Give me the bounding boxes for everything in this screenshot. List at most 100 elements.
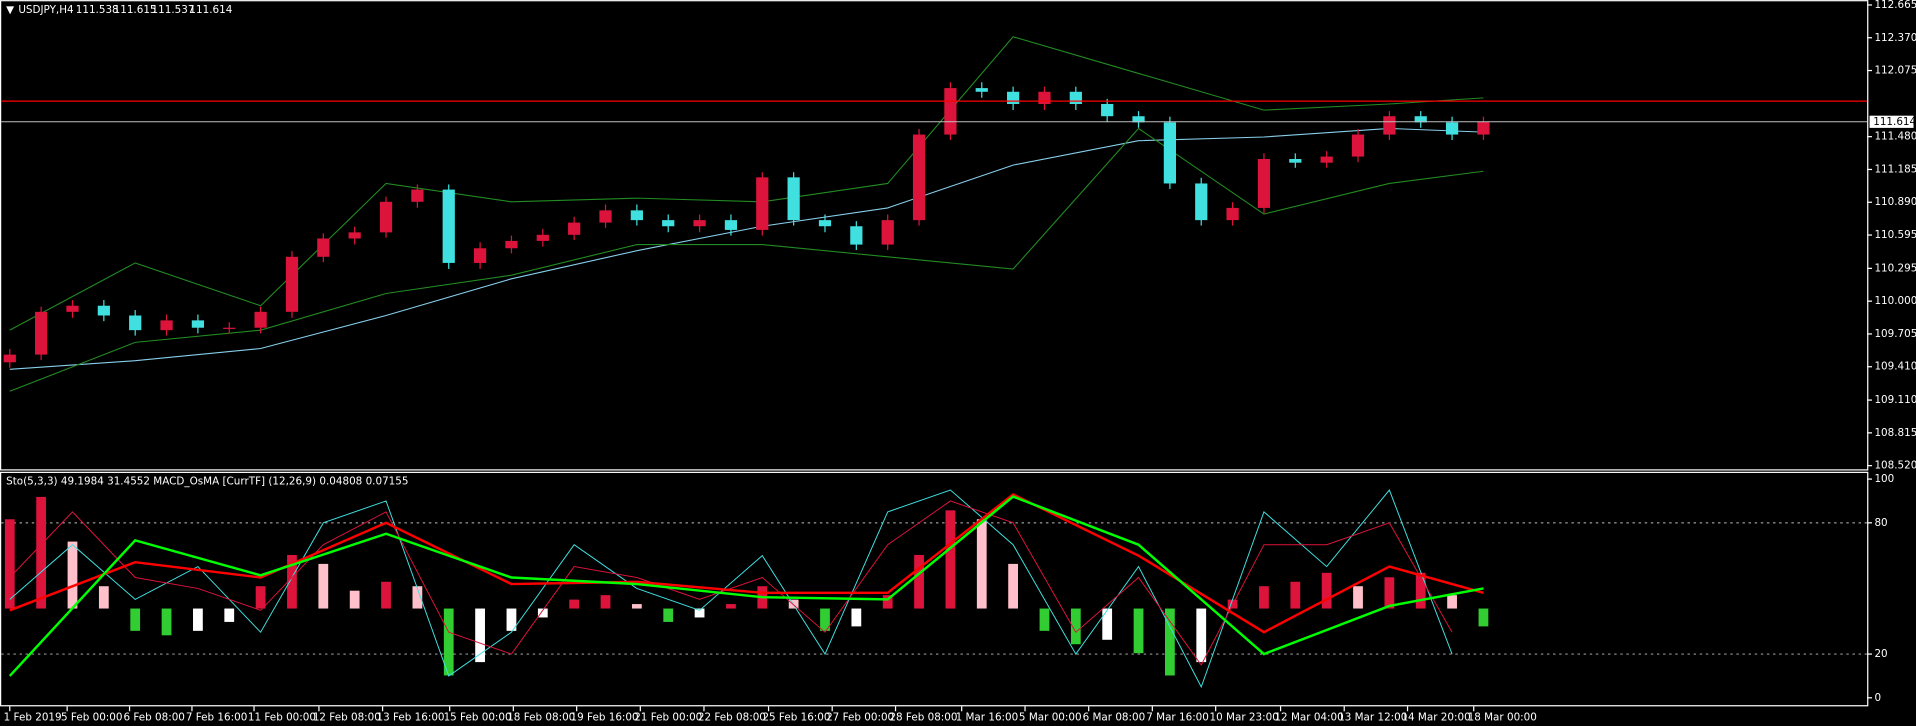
x-tick-label: 13 Feb 16:00 bbox=[376, 711, 444, 723]
x-tick-label: 28 Feb 08:00 bbox=[889, 711, 957, 723]
histogram-bar bbox=[569, 599, 580, 609]
candle-body bbox=[1132, 116, 1145, 123]
histogram-bar bbox=[255, 586, 266, 609]
candle-body bbox=[317, 238, 330, 257]
candle-body bbox=[1101, 103, 1114, 117]
candle-body bbox=[818, 220, 832, 227]
histogram-bar bbox=[1321, 572, 1332, 609]
candle-body bbox=[756, 177, 769, 230]
symbol-title: USDJPY,H4 bbox=[18, 4, 74, 16]
candle-body bbox=[1414, 116, 1427, 123]
x-tick-label: 25 Feb 16:00 bbox=[762, 711, 830, 723]
histogram-bar bbox=[1196, 608, 1207, 663]
x-tick-label: 13 Mar 12:00 bbox=[1338, 711, 1407, 723]
histogram-bar bbox=[976, 519, 987, 609]
histogram-bar bbox=[1447, 595, 1457, 609]
price-box bbox=[1869, 115, 1914, 128]
y-tick-label: 0 bbox=[1874, 692, 1881, 704]
candle-body bbox=[1038, 91, 1051, 104]
histogram-bar bbox=[36, 496, 47, 609]
x-tick-label: 22 Feb 08:00 bbox=[698, 711, 766, 723]
x-tick-label: 14 Mar 20:00 bbox=[1401, 711, 1470, 723]
histogram-bar bbox=[631, 604, 642, 609]
x-tick-label: 18 Mar 00:00 bbox=[1468, 711, 1537, 723]
y-tick-label: 109.705 bbox=[1874, 328, 1916, 340]
histogram-bar bbox=[882, 595, 893, 609]
candle-body bbox=[160, 320, 173, 331]
histogram-bar bbox=[193, 608, 203, 631]
candle-body bbox=[1257, 159, 1271, 208]
x-tick-label: 10 Mar 23:00 bbox=[1210, 711, 1279, 723]
y-tick-label: 111.185 bbox=[1874, 163, 1916, 175]
candle-body bbox=[693, 220, 706, 227]
y-tick-label: 111.480 bbox=[1874, 131, 1916, 143]
histogram-bar bbox=[1070, 608, 1081, 645]
candle-body bbox=[411, 189, 424, 202]
candle-body bbox=[1195, 183, 1208, 221]
candle-body bbox=[1320, 156, 1333, 163]
y-tick-label: 80 bbox=[1874, 517, 1887, 529]
candle-body bbox=[35, 311, 48, 355]
histogram-bar bbox=[318, 563, 329, 609]
candle-body bbox=[599, 210, 612, 223]
candle-body bbox=[1226, 207, 1239, 221]
candle-body bbox=[1069, 91, 1082, 104]
header-value: 111.615 bbox=[114, 4, 157, 16]
histogram-bar bbox=[412, 586, 423, 609]
histogram-bar bbox=[1478, 608, 1489, 627]
x-tick-label: 7 Mar 16:00 bbox=[1146, 711, 1209, 723]
header-value: 111.537 bbox=[152, 4, 195, 16]
candle-body bbox=[1007, 91, 1020, 104]
candle-body bbox=[1163, 122, 1176, 184]
y-tick-label: 20 bbox=[1874, 648, 1887, 660]
y-tick-label: 110.000 bbox=[1874, 295, 1916, 307]
y-tick-label: 110.890 bbox=[1874, 196, 1916, 208]
candle-body bbox=[944, 88, 957, 135]
y-tick-label: 109.410 bbox=[1874, 361, 1916, 373]
x-tick-label: 6 Feb 08:00 bbox=[123, 711, 184, 723]
histogram-bar bbox=[443, 608, 454, 676]
candle-body bbox=[191, 320, 205, 328]
histogram-bar bbox=[726, 604, 736, 609]
histogram-bar bbox=[1133, 608, 1144, 654]
histogram-bar bbox=[1102, 608, 1113, 640]
candle-body bbox=[662, 220, 675, 227]
indicator-line bbox=[9, 500, 1453, 666]
y-tick-label: 112.370 bbox=[1874, 32, 1916, 44]
candle-body bbox=[285, 256, 299, 312]
candle-body bbox=[630, 210, 643, 221]
candle-body bbox=[379, 201, 393, 233]
candle-body bbox=[223, 327, 236, 329]
histogram-bar bbox=[287, 554, 297, 609]
histogram-bar bbox=[224, 608, 235, 622]
candle-body bbox=[850, 226, 863, 245]
y-tick-label: 112.665 bbox=[1874, 0, 1916, 11]
candle-body bbox=[348, 232, 361, 239]
histogram-bar bbox=[600, 595, 611, 609]
candle-body bbox=[66, 305, 79, 312]
histogram-bar bbox=[694, 608, 705, 618]
histogram-bar bbox=[1039, 608, 1050, 631]
candle-body bbox=[724, 220, 738, 230]
histogram-bar bbox=[1008, 563, 1019, 609]
histogram-bar bbox=[914, 554, 924, 609]
indicator-line bbox=[9, 489, 1453, 689]
histogram-bar bbox=[4, 519, 15, 609]
candle-body bbox=[254, 311, 267, 328]
x-tick-label: 12 Mar 04:00 bbox=[1274, 711, 1343, 723]
histogram-bar bbox=[161, 608, 172, 636]
histogram-bar bbox=[130, 608, 141, 631]
candle-body bbox=[1383, 116, 1396, 135]
x-tick-label: 6 Mar 08:00 bbox=[1083, 711, 1146, 723]
y-tick-label: 110.595 bbox=[1874, 229, 1916, 241]
candle-body bbox=[912, 134, 926, 221]
histogram-bar bbox=[349, 590, 360, 609]
histogram-bar bbox=[851, 608, 862, 627]
candle-body bbox=[1477, 121, 1490, 135]
header-value: 111.538 bbox=[76, 4, 119, 16]
histogram-bar bbox=[945, 510, 956, 609]
x-tick-label: 15 Feb 00:00 bbox=[444, 711, 512, 723]
